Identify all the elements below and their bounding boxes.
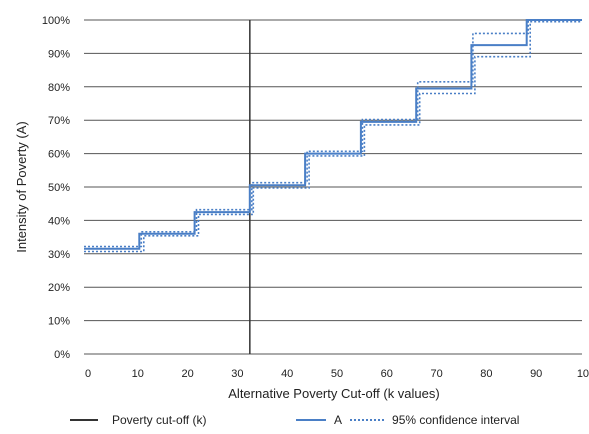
legend-label-ci: 95% confidence interval	[392, 413, 520, 427]
x-tick-label: 30	[231, 368, 243, 380]
x-tick-label: 100	[577, 368, 589, 380]
y-axis-title: Intensity of Poverty (A)	[14, 121, 29, 253]
y-tick-label: 80%	[48, 82, 70, 94]
legend-swatch-cutoff	[70, 419, 98, 421]
series-a-line	[84, 19, 582, 250]
x-tick-label: 60	[381, 368, 393, 380]
legend: Poverty cut-off (k) A 95% confidence int…	[0, 413, 589, 431]
confidence-interval-line-2	[84, 20, 582, 253]
legend-swatch-a	[296, 419, 326, 421]
legend-item-a: A 95% confidence interval	[296, 413, 519, 427]
x-axis-title: Alternative Poverty Cut-off (k values)	[228, 386, 439, 401]
legend-label-a: A	[334, 413, 343, 427]
y-tick-label: 40%	[48, 215, 70, 227]
confidence-interval-line-1	[84, 19, 582, 248]
legend-swatch-ci	[350, 419, 385, 421]
y-tick-label: 70%	[48, 115, 70, 127]
y-tick-label: 30%	[48, 249, 70, 261]
y-tick-label: 10%	[48, 316, 70, 328]
y-tick-label: 50%	[48, 182, 70, 194]
y-tick-label: 100%	[42, 15, 70, 27]
x-tick-label: 20	[181, 368, 193, 380]
legend-item-cutoff: Poverty cut-off (k)	[70, 413, 206, 427]
x-tick-label: 70	[430, 368, 442, 380]
y-tick-label: 60%	[48, 149, 70, 161]
x-tick-label: 0	[85, 368, 91, 380]
x-tick-label: 40	[281, 368, 293, 380]
x-tick-label: 50	[331, 368, 343, 380]
chart: 0% 10% 20% 30% 40% 50% 60% 70% 80% 90% 100% 0 10 20 30…	[14, 15, 589, 401]
x-tick-label: 10	[132, 368, 144, 380]
x-tick-label: 80	[480, 368, 492, 380]
y-tick-label: 0%	[54, 349, 70, 361]
y-tick-label: 90%	[48, 48, 70, 60]
legend-label-cutoff: Poverty cut-off (k)	[112, 413, 207, 427]
x-tick-label: 90	[530, 368, 542, 380]
y-tick-label: 20%	[48, 282, 70, 294]
